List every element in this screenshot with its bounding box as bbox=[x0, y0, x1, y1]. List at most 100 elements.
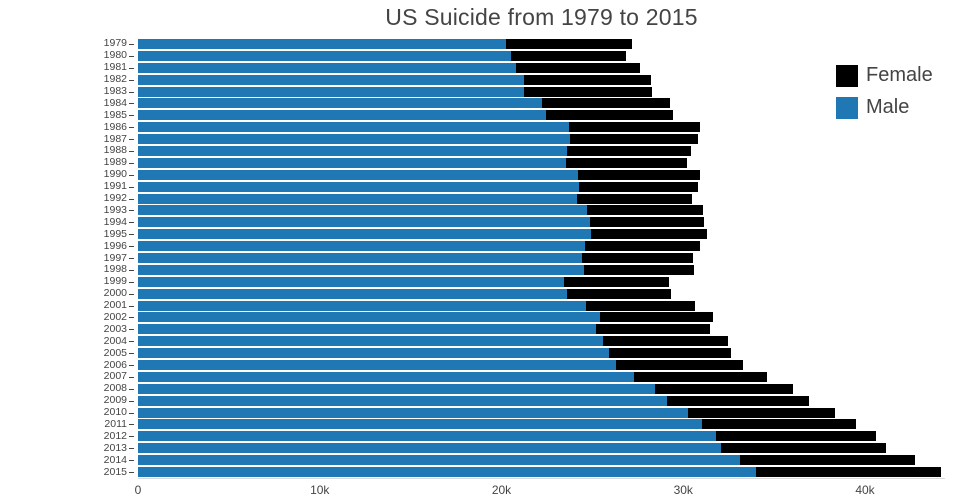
y-tick-mark bbox=[129, 448, 134, 450]
bar-female-2002[interactable] bbox=[599, 312, 714, 323]
bar-female-1988[interactable] bbox=[566, 145, 691, 156]
bar-female-1980[interactable] bbox=[510, 50, 627, 61]
legend-item-male[interactable]: Male bbox=[836, 96, 933, 119]
x-axis: 0 10k 20k 30k 40k bbox=[0, 483, 960, 499]
y-tick-label: 1998 bbox=[103, 263, 127, 276]
bar-male-1991[interactable] bbox=[138, 181, 579, 192]
bar-female-1984[interactable] bbox=[541, 98, 671, 109]
y-tick-label: 2002 bbox=[103, 310, 127, 323]
bar-male-2009[interactable] bbox=[138, 395, 667, 406]
bar-female-1992[interactable] bbox=[576, 193, 693, 204]
bar-female-1993[interactable] bbox=[586, 205, 704, 216]
bar-female-2006[interactable] bbox=[616, 360, 744, 370]
legend-item-female[interactable]: Female bbox=[836, 64, 933, 87]
bar-female-1999[interactable] bbox=[564, 276, 669, 287]
y-axis: 1979 1980 1981 1982 1983 1984 1985 1986 1987 1988… bbox=[0, 38, 138, 478]
bar-female-1991[interactable] bbox=[578, 181, 698, 192]
bar-male-2004[interactable] bbox=[138, 336, 603, 347]
bar-female-1994[interactable] bbox=[589, 217, 705, 228]
bar-female-2015[interactable] bbox=[755, 467, 942, 478]
bar-male-1988[interactable] bbox=[138, 145, 567, 156]
bar-male-2001[interactable] bbox=[138, 300, 587, 311]
bar-row-2012 bbox=[138, 431, 945, 442]
bar-female-2007[interactable] bbox=[633, 371, 767, 382]
bar-male-1987[interactable] bbox=[138, 134, 570, 145]
y-tick-label: 1996 bbox=[103, 239, 127, 252]
bar-female-2009[interactable] bbox=[666, 395, 809, 406]
y-tick-mark bbox=[129, 150, 134, 152]
bar-male-1994[interactable] bbox=[138, 217, 590, 228]
bar-female-1983[interactable] bbox=[524, 86, 653, 97]
bar-male-1983[interactable] bbox=[138, 86, 525, 97]
bar-male-1982[interactable] bbox=[138, 74, 524, 85]
bar-female-2000[interactable] bbox=[567, 288, 672, 299]
bar-female-2012[interactable] bbox=[715, 431, 876, 442]
bar-male-1997[interactable] bbox=[138, 253, 582, 263]
bar-row-1986 bbox=[138, 122, 945, 133]
bar-female-2011[interactable] bbox=[701, 419, 857, 430]
bar-male-1981[interactable] bbox=[138, 62, 516, 73]
bar-male-1999[interactable] bbox=[138, 276, 565, 287]
bar-female-1981[interactable] bbox=[515, 62, 640, 73]
bar-male-2000[interactable] bbox=[138, 288, 568, 299]
bar-female-2005[interactable] bbox=[608, 348, 732, 359]
chart-title: US Suicide from 1979 to 2015 bbox=[385, 4, 698, 30]
bar-male-2008[interactable] bbox=[138, 383, 656, 394]
bar-male-1990[interactable] bbox=[138, 169, 579, 180]
bar-female-2001[interactable] bbox=[586, 300, 695, 311]
y-tick-mark bbox=[129, 305, 134, 307]
bar-male-1995[interactable] bbox=[138, 229, 591, 240]
bar-male-2003[interactable] bbox=[138, 324, 597, 335]
bar-female-2003[interactable] bbox=[596, 324, 711, 335]
bar-row-1984 bbox=[138, 98, 945, 109]
bar-female-1985[interactable] bbox=[546, 110, 674, 121]
bar-male-1992[interactable] bbox=[138, 193, 577, 204]
bar-male-1998[interactable] bbox=[138, 264, 584, 275]
bar-male-1980[interactable] bbox=[138, 50, 511, 61]
bar-male-2014[interactable] bbox=[138, 455, 740, 466]
bar-male-2002[interactable] bbox=[138, 312, 600, 323]
bar-female-2013[interactable] bbox=[720, 443, 886, 454]
bar-male-1996[interactable] bbox=[138, 241, 585, 252]
bar-female-2014[interactable] bbox=[739, 455, 916, 466]
bar-row-2005 bbox=[138, 348, 945, 359]
bar-row-2003 bbox=[138, 324, 945, 335]
bar-male-2010[interactable] bbox=[138, 407, 689, 418]
bar-male-1985[interactable] bbox=[138, 110, 547, 121]
bar-female-1998[interactable] bbox=[583, 264, 694, 275]
bar-male-2006[interactable] bbox=[138, 360, 617, 370]
bar-female-1989[interactable] bbox=[566, 157, 688, 168]
bar-male-2011[interactable] bbox=[138, 419, 702, 430]
bar-female-1987[interactable] bbox=[569, 134, 698, 145]
bar-female-1990[interactable] bbox=[578, 169, 700, 180]
y-tick-mark bbox=[129, 341, 134, 343]
bar-male-1989[interactable] bbox=[138, 157, 567, 168]
bar-male-2013[interactable] bbox=[138, 443, 721, 454]
y-tick-label: 1988 bbox=[103, 144, 127, 157]
bar-male-2007[interactable] bbox=[138, 371, 634, 382]
y-tick-label: 2010 bbox=[103, 406, 127, 419]
bar-female-1995[interactable] bbox=[590, 229, 707, 240]
bar-male-1984[interactable] bbox=[138, 98, 542, 109]
bar-female-2010[interactable] bbox=[688, 407, 836, 418]
bar-female-1997[interactable] bbox=[581, 253, 693, 263]
bar-male-1986[interactable] bbox=[138, 122, 570, 133]
bar-row-1997 bbox=[138, 253, 945, 263]
bar-female-1979[interactable] bbox=[506, 38, 633, 49]
bar-male-2015[interactable] bbox=[138, 467, 756, 478]
bar-male-1979[interactable] bbox=[138, 38, 507, 49]
x-tick-label: 20k bbox=[491, 483, 512, 497]
bar-female-2008[interactable] bbox=[655, 383, 793, 394]
bar-female-1996[interactable] bbox=[584, 241, 700, 252]
bar-female-1982[interactable] bbox=[523, 74, 652, 85]
bar-female-1986[interactable] bbox=[569, 122, 700, 133]
y-tick-label: 1983 bbox=[103, 85, 127, 97]
bar-male-1993[interactable] bbox=[138, 205, 587, 216]
y-tick-label: 2003 bbox=[103, 322, 127, 335]
y-tick-mark bbox=[129, 329, 134, 331]
y-tick-label: 2007 bbox=[103, 370, 127, 383]
y-tick-label: 2011 bbox=[104, 417, 127, 430]
bar-female-2004[interactable] bbox=[602, 336, 728, 347]
bar-male-2012[interactable] bbox=[138, 431, 716, 442]
bar-male-2005[interactable] bbox=[138, 348, 609, 359]
